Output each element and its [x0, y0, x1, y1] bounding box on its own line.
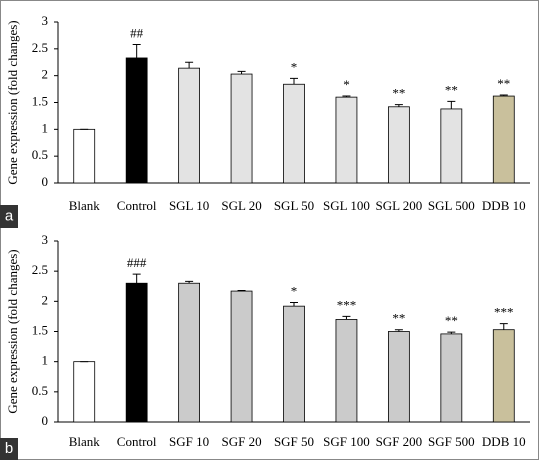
x-tick-label: SGF 20 — [222, 434, 262, 449]
panel-label: b — [5, 440, 13, 457]
significance-label: *** — [337, 297, 357, 312]
panel-label: a — [5, 207, 14, 224]
y-tick-label: 0.5 — [32, 383, 48, 398]
y-tick-label: 1.5 — [32, 93, 48, 108]
significance-label: * — [291, 59, 298, 74]
y-tick-label: 2 — [42, 292, 49, 307]
error-bar — [290, 77, 298, 85]
x-tick-label: Blank — [69, 434, 101, 449]
x-tick-label: Blank — [69, 198, 101, 213]
bar — [335, 319, 358, 423]
error-bar — [499, 323, 508, 330]
bar — [73, 128, 96, 184]
x-tick-label: SGF 100 — [323, 434, 370, 449]
y-tick-label: 3 — [42, 232, 49, 247]
bar — [125, 282, 148, 423]
x-tick-label: Control — [117, 198, 157, 213]
error-bar — [185, 61, 194, 69]
bar — [440, 108, 463, 184]
bar — [283, 83, 305, 184]
significance-label: * — [291, 284, 298, 299]
x-tick-label: DDB 10 — [482, 198, 526, 213]
error-bar — [447, 100, 456, 109]
y-tick-label: 0 — [42, 174, 49, 189]
significance-label: *** — [494, 305, 514, 320]
error-bar — [237, 70, 246, 75]
significance-label: ### — [127, 255, 147, 270]
x-tick-label: SGF 10 — [169, 434, 209, 449]
bar — [230, 290, 253, 423]
error-bar — [342, 95, 351, 98]
panel-label-box — [0, 438, 18, 460]
error-bar — [447, 331, 456, 334]
y-axis-label: Gene expression (fold changes) — [5, 249, 20, 413]
error-bar — [342, 315, 351, 320]
x-tick-label: SGL 100 — [323, 198, 370, 213]
x-tick-label: SGF 500 — [428, 434, 475, 449]
panel-label-box — [0, 205, 18, 228]
y-axis-label: Gene expression (fold changes) — [5, 20, 20, 184]
x-tick-label: Control — [117, 434, 157, 449]
bar — [125, 57, 148, 184]
error-bar — [394, 104, 403, 107]
y-tick-label: 1 — [42, 120, 49, 135]
bar — [387, 331, 410, 423]
x-tick-label: SGL 50 — [274, 198, 314, 213]
x-tick-label: SGL 10 — [169, 198, 209, 213]
error-bar — [132, 273, 141, 284]
x-tick-label: SGL 500 — [428, 198, 475, 213]
y-tick-label: 2.5 — [32, 40, 48, 55]
bar — [178, 282, 201, 423]
error-bar — [132, 44, 141, 58]
significance-label: ** — [392, 311, 405, 326]
y-tick-label: 0 — [42, 413, 49, 428]
x-tick-label: SGF 50 — [274, 434, 314, 449]
significance-label: ** — [445, 82, 458, 97]
y-tick-label: 1.5 — [32, 322, 48, 337]
bar — [283, 305, 305, 423]
x-tick-label: SGL 20 — [221, 198, 261, 213]
y-tick-label: 0.5 — [32, 147, 48, 162]
error-bar — [499, 94, 508, 97]
bar — [387, 106, 410, 184]
significance-label: ** — [445, 313, 458, 328]
bar — [440, 333, 463, 423]
error-bar — [394, 329, 403, 332]
significance-label: ** — [392, 86, 405, 101]
x-tick-label: SGF 200 — [376, 434, 423, 449]
y-tick-label: 2.5 — [32, 262, 48, 277]
bar — [230, 73, 253, 184]
bar — [73, 361, 96, 423]
significance-label: ## — [130, 26, 144, 41]
y-tick-label: 1 — [42, 353, 49, 368]
bar — [178, 67, 201, 184]
bar — [335, 96, 358, 184]
bar — [492, 95, 515, 184]
error-bar — [290, 302, 298, 307]
x-tick-label: SGL 200 — [375, 198, 422, 213]
significance-label: * — [343, 77, 350, 92]
x-tick-label: DDB 10 — [482, 434, 526, 449]
error-bar — [185, 280, 194, 284]
significance-label: ** — [497, 76, 510, 91]
bar — [492, 329, 515, 423]
error-bar — [237, 289, 246, 292]
y-tick-label: 3 — [42, 13, 49, 28]
y-tick-label: 2 — [42, 67, 49, 82]
